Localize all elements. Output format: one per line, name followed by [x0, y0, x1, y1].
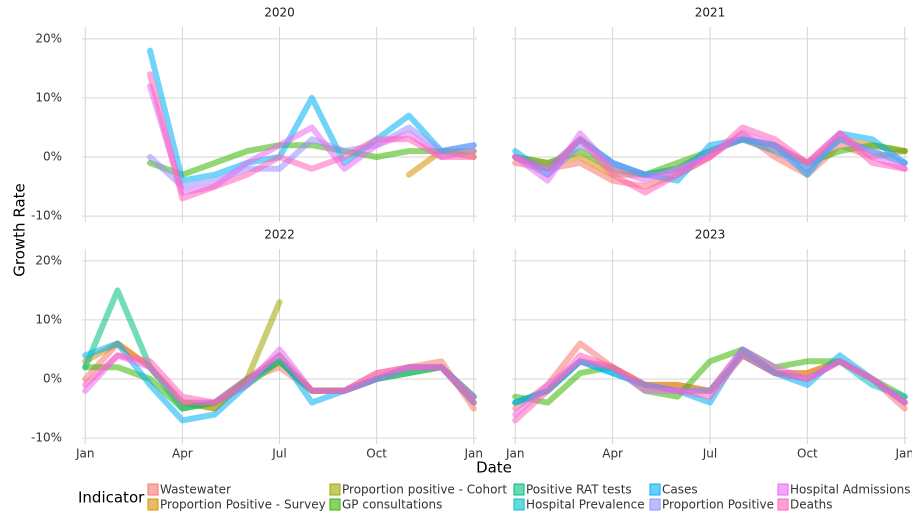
y-tick-label: 20%	[35, 31, 62, 45]
x-tick-label: Apr	[602, 447, 623, 461]
legend-label: Deaths	[790, 498, 833, 512]
x-tick-label: Jul	[702, 447, 717, 461]
legend-label: Proportion positive - Cohort	[342, 483, 507, 497]
x-tick-label: Jan	[75, 447, 95, 461]
legend-title: Indicator	[78, 489, 145, 507]
legend-swatch	[513, 498, 525, 511]
legend-swatch	[513, 483, 525, 496]
legend-swatch	[147, 483, 159, 496]
legend-swatch	[649, 498, 661, 511]
series-ribbon	[512, 124, 908, 196]
x-tick-label: Jan	[464, 447, 484, 461]
legend-label: Cases	[662, 483, 698, 497]
x-tick-label: Jan	[895, 447, 912, 461]
y-tick-label: 0%	[43, 372, 62, 386]
legend-label: Positive RAT tests	[526, 483, 632, 497]
legend-label: Wastewater	[160, 483, 231, 497]
x-tick-label: Oct	[366, 447, 387, 461]
series-ribbon	[147, 124, 477, 190]
panel-title: 2021	[695, 6, 726, 20]
legend-swatch	[329, 483, 341, 496]
legend-label: GP consultations	[342, 498, 442, 512]
y-tick-label: 10%	[35, 312, 62, 326]
panel-title: 2023	[695, 228, 726, 242]
x-tick-label: Apr	[172, 447, 193, 461]
y-tick-label: -10%	[31, 431, 62, 445]
legend-label: Hospital Admissions	[790, 483, 910, 497]
panel-title: 2020	[264, 6, 295, 20]
series-ribbon	[512, 352, 908, 424]
series-ribbon	[82, 352, 477, 406]
x-tick-label: Jul	[271, 447, 286, 461]
y-tick-label: 10%	[35, 90, 62, 104]
y-tick-label: -10%	[31, 209, 62, 223]
legend-swatch	[147, 498, 159, 511]
legend-swatch	[329, 498, 341, 511]
y-tick-label: 0%	[43, 150, 62, 164]
legend-swatch	[777, 483, 789, 496]
legend-label: Proportion Positive	[662, 498, 774, 512]
series-ribbon	[147, 47, 477, 184]
series-ribbon	[147, 142, 477, 178]
x-tick-label: Jan	[505, 447, 525, 461]
series-ribbon	[147, 71, 477, 202]
legend-label: Hospital Prevalence	[526, 498, 645, 512]
series-ribbon	[512, 136, 908, 178]
x-axis-title: Date	[476, 459, 512, 477]
legend-label: Proportion Positive - Survey	[160, 498, 326, 512]
x-tick-label: Oct	[797, 447, 818, 461]
panel-title: 2022	[264, 228, 295, 242]
y-axis-title: Growth Rate	[11, 183, 29, 276]
legend-swatch	[649, 483, 661, 496]
y-tick-label: 20%	[35, 253, 62, 267]
legend-swatch	[777, 498, 789, 511]
